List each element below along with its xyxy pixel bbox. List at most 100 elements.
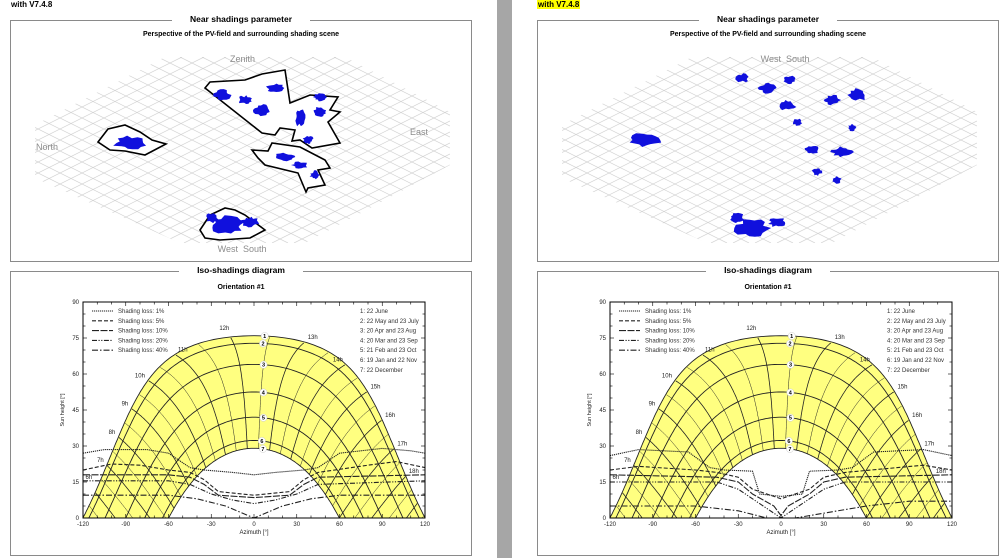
pv-module-block bbox=[779, 100, 797, 111]
y-tick-label: 75 bbox=[72, 336, 79, 342]
grid-line bbox=[35, 57, 73, 76]
grid-line bbox=[578, 57, 952, 243]
grid-line bbox=[35, 83, 355, 243]
zenith-label: Zenith bbox=[230, 54, 255, 64]
pv-module-block bbox=[768, 218, 786, 227]
grid-line bbox=[908, 208, 977, 243]
pv-module-block bbox=[295, 109, 306, 127]
pv-module-block bbox=[847, 88, 865, 101]
pv-module-block bbox=[757, 82, 777, 94]
y-tick-label: 0 bbox=[603, 516, 607, 522]
date-marker bbox=[259, 413, 268, 422]
grid-line bbox=[562, 57, 798, 175]
pv-module-block bbox=[313, 107, 327, 117]
date-marker bbox=[259, 388, 268, 397]
grid-line bbox=[35, 149, 223, 243]
hour-line bbox=[230, 337, 248, 449]
grid-line bbox=[562, 204, 640, 243]
date-marker-label: 6 bbox=[260, 439, 263, 445]
x-tick-label: 30 bbox=[293, 522, 300, 528]
grid-line bbox=[562, 72, 904, 243]
y-tick-label: 0 bbox=[76, 516, 80, 522]
version-label: with V7.4.8 bbox=[11, 0, 53, 9]
date-legend-entry: 6: 19 Jan and 22 Nov bbox=[887, 358, 944, 364]
hour-label: 7h bbox=[624, 458, 631, 464]
grid-line bbox=[51, 57, 425, 243]
grid-line bbox=[35, 193, 135, 243]
grid-line bbox=[267, 57, 450, 149]
grid-line bbox=[271, 153, 450, 243]
grid-line bbox=[904, 57, 977, 94]
y-tick-label: 60 bbox=[599, 372, 606, 378]
date-legend-entry: 4: 20 Mar and 23 Sep bbox=[360, 338, 418, 344]
grid-line bbox=[562, 57, 776, 164]
x-tick-label: 0 bbox=[252, 522, 256, 528]
hour-label: 8h bbox=[109, 430, 116, 436]
date-marker bbox=[260, 332, 269, 340]
hour-label: 17h bbox=[397, 441, 407, 447]
ground-grid bbox=[562, 57, 977, 243]
west-label: West bbox=[761, 54, 782, 64]
grid-line bbox=[562, 57, 732, 142]
y-tick-label: 90 bbox=[599, 300, 606, 306]
sun-path bbox=[631, 363, 931, 518]
grid-line bbox=[820, 164, 977, 243]
grid-line bbox=[35, 57, 95, 87]
pv-module-block bbox=[253, 104, 270, 117]
y-tick-label: 45 bbox=[599, 408, 606, 414]
north-label: North bbox=[36, 142, 58, 152]
grid-line bbox=[562, 57, 600, 76]
hour-label: 18h bbox=[936, 469, 946, 475]
grid-line bbox=[754, 131, 977, 243]
legend-entry: Shading loss: 10% bbox=[118, 329, 168, 335]
grid-line bbox=[447, 241, 450, 243]
iso-shadings-title: Iso-shadings diagram bbox=[706, 265, 830, 275]
grid-line bbox=[574, 57, 948, 243]
grid-line bbox=[249, 142, 450, 243]
version-label-highlighted: with V7.4.8 bbox=[537, 0, 581, 9]
hour-label: 13h bbox=[308, 335, 318, 341]
grid-line bbox=[684, 57, 977, 204]
pv-module-block bbox=[239, 95, 252, 104]
hour-label: 10h bbox=[662, 373, 672, 379]
hour-line bbox=[405, 503, 418, 518]
pv-module-block bbox=[629, 133, 662, 147]
scene-subtitle: Perspective of the PV-field and surround… bbox=[142, 31, 340, 38]
shading-scene-view[interactable]: West South bbox=[527, 0, 997, 262]
legend-entry: Shading loss: 20% bbox=[118, 338, 168, 344]
grid-line bbox=[562, 171, 706, 243]
half-hour-line bbox=[915, 490, 939, 518]
x-tick-label: 60 bbox=[336, 522, 343, 528]
x-tick-label: -120 bbox=[77, 522, 90, 528]
shading-scene-view[interactable]: Zenith North East West South bbox=[0, 0, 470, 262]
shading-loss-curve bbox=[610, 464, 952, 500]
page-gutter-scrollbar bbox=[497, 0, 512, 558]
grid-line bbox=[35, 105, 311, 243]
x-tick-label: -30 bbox=[734, 522, 743, 528]
hour-label: 14h bbox=[333, 357, 343, 363]
grid-line bbox=[443, 57, 450, 61]
grid-line bbox=[732, 120, 977, 243]
grid-line bbox=[596, 57, 970, 243]
y-axis-label: Sun height [°] bbox=[587, 393, 593, 427]
date-legend-entry: 5: 21 Feb and 23 Oct bbox=[887, 348, 944, 354]
x-tick-label: -90 bbox=[648, 522, 657, 528]
pv-module-block bbox=[792, 118, 803, 126]
x-axis-label: Azimuth [°] bbox=[766, 530, 795, 536]
date-legend-entry: 2: 22 May and 23 July bbox=[360, 319, 419, 325]
x-tick-label: -120 bbox=[604, 522, 617, 528]
sun-path bbox=[615, 342, 947, 518]
date-marker bbox=[258, 437, 266, 445]
grid-line bbox=[562, 215, 618, 243]
pv-module-block bbox=[213, 89, 232, 101]
y-tick-label: 30 bbox=[599, 444, 606, 450]
y-tick-label: 75 bbox=[599, 336, 606, 342]
grid-line bbox=[776, 142, 977, 243]
grid-line bbox=[227, 131, 450, 243]
date-marker-label: 5 bbox=[789, 416, 792, 422]
sun-path bbox=[689, 440, 873, 518]
date-marker-label: 3 bbox=[789, 363, 792, 369]
legend-entry: Shading loss: 20% bbox=[645, 338, 695, 344]
grid-line bbox=[35, 94, 333, 243]
grid-line bbox=[618, 57, 977, 237]
